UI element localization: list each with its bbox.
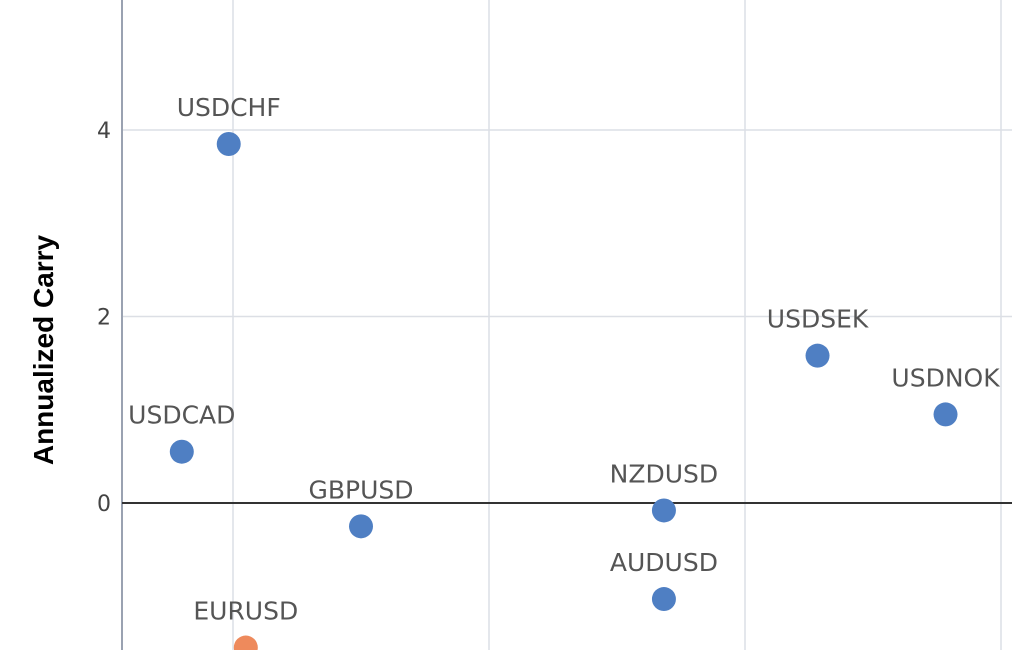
point-usdcad: [169, 439, 194, 464]
point-audusd: [651, 587, 676, 612]
point-label-usdsek: USDSEK: [767, 305, 869, 334]
point-label-eurusd: EURUSD: [193, 597, 298, 626]
y-axis-label: Annualized Carry: [28, 234, 59, 465]
data-points: USDCHF USDCAD GBPUSD EURUSD NZDUSD AUDUSD USDS…: [128, 93, 1000, 650]
point-label-usdnok: USDNOK: [891, 363, 1000, 392]
point-usdchf: [216, 131, 241, 156]
point-label-gbpusd: GBPUSD: [308, 475, 413, 504]
y-tick-label-0: 0: [97, 492, 111, 517]
point-eurusd: [233, 635, 258, 650]
point-gbpusd: [349, 514, 373, 539]
y-tick-label-2: 2: [97, 306, 111, 331]
grid-lines: [122, 0, 1012, 650]
point-label-usdchf: USDCHF: [177, 93, 281, 122]
point-label-audusd: AUDUSD: [610, 548, 718, 577]
y-tick-label-4: 4: [97, 119, 111, 144]
y-tick-labels: 0 2 4: [97, 119, 111, 517]
point-usdnok: [933, 402, 958, 427]
point-usdsek: [805, 343, 830, 368]
point-label-nzdusd: NZDUSD: [610, 459, 719, 488]
point-label-usdcad: USDCAD: [128, 401, 235, 430]
point-nzdusd: [651, 498, 676, 523]
